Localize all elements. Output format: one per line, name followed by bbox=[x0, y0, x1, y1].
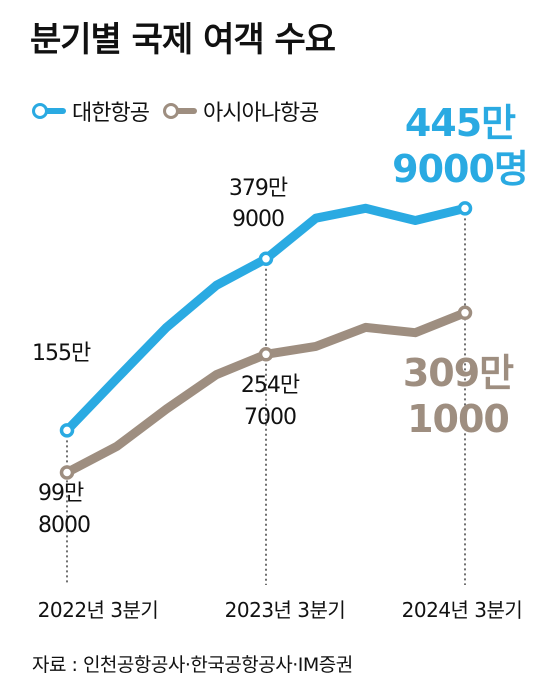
legend-label-asiana: 아시아나항공 bbox=[202, 101, 319, 126]
data-label-korean-air-8-line-0: 445만 bbox=[405, 101, 516, 145]
data-point-asiana-8 bbox=[457, 305, 473, 321]
data-point-korean-air-8 bbox=[457, 201, 473, 216]
data-label-korean-air-4-line-0: 379만 bbox=[229, 176, 288, 201]
x-tick-label-4: 2023년 3분기 bbox=[225, 598, 346, 622]
legend-item-asiana: 아시아나항공 bbox=[162, 95, 319, 127]
data-label-asiana-4-line-1: 7000 bbox=[244, 405, 296, 430]
data-label-asiana-8-line-0: 309만 bbox=[403, 351, 514, 395]
x-tick-label-0: 2022년 3분기 bbox=[38, 598, 159, 622]
legend-swatch-korean-air bbox=[32, 103, 66, 119]
data-label-asiana-0-line-1: 8000 bbox=[38, 513, 90, 538]
data-point-asiana-4 bbox=[258, 347, 274, 362]
source-note: 자료 : 인천공항공사·한국공항공사·IM증권 bbox=[32, 654, 353, 676]
x-tick-label-8: 2024년 3분기 bbox=[402, 598, 523, 622]
data-label-asiana-0-line-0: 99만 bbox=[38, 481, 84, 506]
data-point-asiana-0 bbox=[59, 465, 75, 480]
data-label-asiana-4-line-0: 254만 bbox=[241, 373, 300, 398]
data-point-korean-air-0 bbox=[59, 423, 75, 438]
data-label-korean-air-0-line-0: 155만 bbox=[32, 341, 91, 366]
data-label-korean-air-8-line-1: 9000명 bbox=[392, 147, 528, 191]
legend-item-korean-air: 대한항공 bbox=[32, 95, 150, 127]
legend-swatch-asiana bbox=[162, 103, 197, 119]
chart-title: 분기별 국제 여객 수요 bbox=[30, 20, 336, 60]
legend: 대한항공 아시아나항공 bbox=[32, 95, 332, 127]
legend-label-korean-air: 대한항공 bbox=[72, 101, 150, 126]
data-label-korean-air-4-line-1: 9000 bbox=[232, 207, 284, 232]
data-label-asiana-8-line-1: 1000 bbox=[407, 397, 509, 441]
data-point-korean-air-4 bbox=[258, 251, 274, 267]
